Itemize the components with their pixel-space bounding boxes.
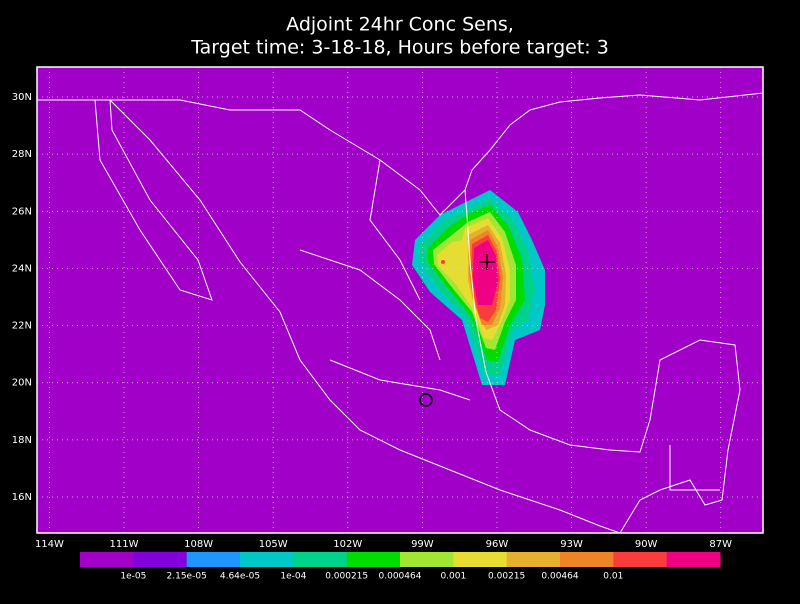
colorbar-swatch — [293, 552, 348, 567]
y-tick-label: 26N — [12, 206, 32, 217]
y-tick-label: 28N — [12, 149, 32, 160]
colorbar-swatch — [240, 552, 294, 567]
title-line: Target time: 3-18-18, Hours before targe… — [190, 37, 609, 59]
x-tick-label: 99W — [411, 539, 434, 550]
colorbar-label: 0.00215 — [488, 572, 525, 582]
colorbar-swatch — [400, 552, 454, 567]
x-tick-label: 87W — [709, 539, 732, 550]
y-tick-label: 20N — [12, 378, 32, 389]
colorbar-swatch — [453, 552, 508, 567]
source-marker — [419, 393, 433, 407]
y-tick-label: 24N — [12, 263, 32, 274]
coastlines — [37, 92, 764, 534]
colorbar-swatch — [613, 552, 668, 567]
colorbar-swatch — [666, 552, 721, 567]
border — [669, 445, 720, 491]
x-tick-label: 114W — [35, 539, 64, 550]
plot-frame — [36, 66, 764, 534]
colorbar-label: 0.000464 — [379, 572, 422, 582]
colorbar-label: 4.64e-05 — [220, 572, 260, 582]
colorbar-label: 0.00464 — [541, 572, 578, 582]
colorbar-label: 0.000215 — [325, 572, 368, 582]
y-tick-label: 18N — [12, 435, 32, 446]
x-tick-label: 108W — [184, 539, 213, 550]
colorbar-swatch — [80, 552, 134, 567]
colorbar-label: 1e-05 — [120, 572, 146, 582]
x-tick-label: 96W — [486, 539, 509, 550]
x-tick-label: 105W — [259, 539, 288, 550]
border — [37, 99, 466, 216]
coastline — [464, 189, 741, 534]
colorbar-swatch — [506, 552, 561, 567]
title-line: Adjoint 24hr Conc Sens, — [286, 14, 514, 36]
border — [299, 159, 471, 401]
colorbar-swatch — [560, 552, 614, 567]
contour — [441, 260, 445, 264]
colorbar-label: 0.001 — [440, 572, 466, 582]
x-tick-label: 111W — [110, 539, 139, 550]
coastline — [109, 99, 621, 534]
target-marker — [479, 254, 495, 270]
y-tick-label: 22N — [12, 321, 32, 332]
colorbar-label: 2.15e-05 — [167, 572, 207, 582]
coastline — [94, 99, 213, 301]
x-tick-label: 102W — [333, 539, 362, 550]
y-tick-label: 16N — [12, 492, 32, 503]
contour-layers — [412, 190, 545, 385]
colorbar-swatch — [186, 552, 241, 567]
y-tick-label: 30N — [12, 92, 32, 103]
x-tick-label: 90W — [635, 539, 658, 550]
contour — [473, 240, 498, 305]
colorbar-swatch — [133, 552, 188, 567]
coastline — [464, 92, 764, 191]
x-tick-label: 93W — [560, 539, 583, 550]
colorbar-swatch — [346, 552, 401, 567]
colorbar-label: 0.01 — [603, 572, 623, 582]
colorbar-label: 1e-04 — [280, 572, 306, 582]
